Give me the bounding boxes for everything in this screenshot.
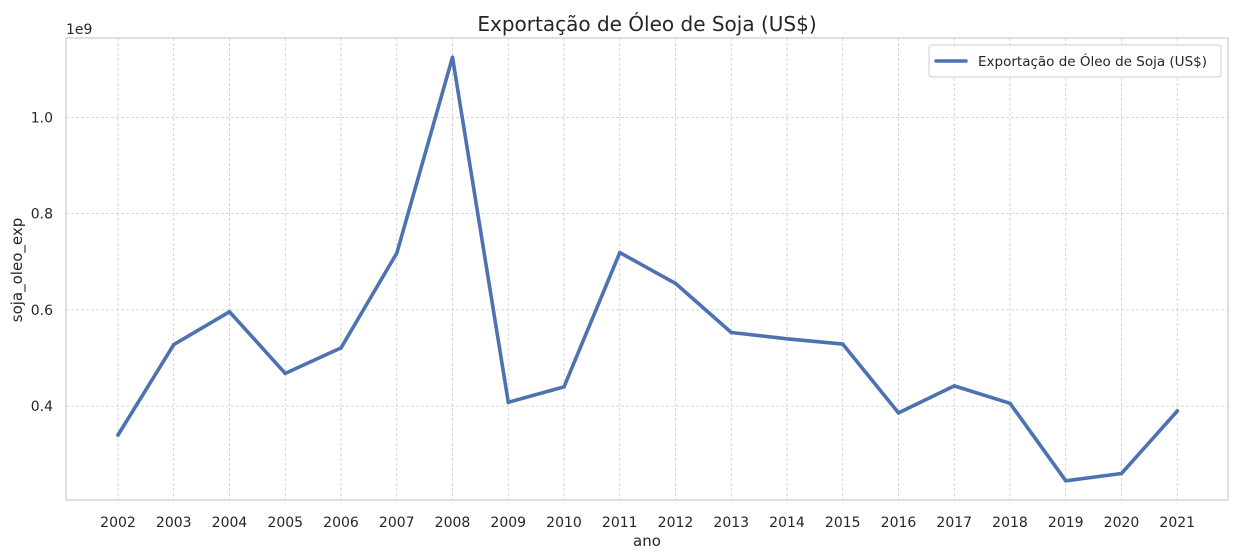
x-tick-label: 2018 (992, 515, 1028, 531)
data-point (729, 330, 734, 335)
x-axis-label: ano (633, 532, 661, 550)
data-point (116, 433, 120, 437)
grid (66, 38, 1228, 500)
legend: Exportação de Óleo de Soja (US$) (928, 44, 1222, 78)
x-tick-label: 2013 (713, 515, 749, 531)
data-point (785, 336, 789, 341)
x-tick-label: 2009 (490, 515, 526, 531)
y-tick-label: 0.4 (31, 399, 53, 415)
x-tick-label: 2002 (100, 515, 136, 531)
data-point (562, 385, 566, 389)
x-tick-label: 2010 (546, 515, 582, 531)
data-point (1063, 478, 1068, 483)
series-layer (116, 55, 1180, 483)
data-point (227, 310, 232, 314)
x-tick-label: 2017 (936, 515, 972, 531)
x-tick-label: 2021 (1159, 515, 1195, 531)
x-tick-label: 2003 (156, 515, 192, 531)
data-point (339, 346, 343, 350)
x-tick-label: 2006 (323, 515, 359, 531)
x-tick-label: 2011 (602, 515, 638, 531)
data-point (617, 250, 622, 255)
data-point (394, 251, 399, 255)
series-line (116, 55, 1180, 483)
data-point (1175, 409, 1180, 413)
y-axis-offset-text: 1e9 (66, 22, 92, 38)
plot-area-frame (65, 37, 1229, 501)
chart-title: Exportação de Óleo de Soja (US$) (477, 12, 816, 36)
x-tick-label: 2015 (825, 515, 861, 531)
y-tick-label: 0.6 (31, 303, 53, 319)
data-point (896, 411, 901, 415)
x-tick-label: 2020 (1104, 515, 1140, 531)
data-point (283, 371, 288, 376)
y-axis-label: soja_oleo_exp (8, 218, 27, 322)
legend-label: Exportação de Óleo de Soja (US$) (978, 52, 1207, 70)
x-tick-label: 2019 (1048, 515, 1084, 531)
y-tick-label: 1.0 (31, 110, 53, 126)
data-point (840, 342, 845, 346)
data-point (171, 342, 176, 347)
tick-labels: 2002 2003 2004 2005 2006 2007 2008 2009 2010 2011… (31, 110, 1195, 531)
data-point (1008, 401, 1012, 406)
legend-box (928, 44, 1222, 78)
data-point (1119, 471, 1124, 476)
x-tick-label: 2014 (769, 515, 805, 531)
y-tick-label: 0.8 (31, 207, 53, 223)
x-tick-label: 2008 (435, 515, 471, 531)
data-point (952, 384, 957, 388)
x-tick-label: 2016 (881, 515, 917, 531)
data-point (450, 55, 455, 60)
x-tick-label: 2005 (267, 515, 303, 531)
x-tick-label: 2012 (658, 515, 694, 531)
data-point (506, 400, 511, 405)
x-tick-label: 2004 (212, 515, 248, 531)
x-tick-label: 2007 (379, 515, 415, 531)
data-point (673, 281, 678, 286)
